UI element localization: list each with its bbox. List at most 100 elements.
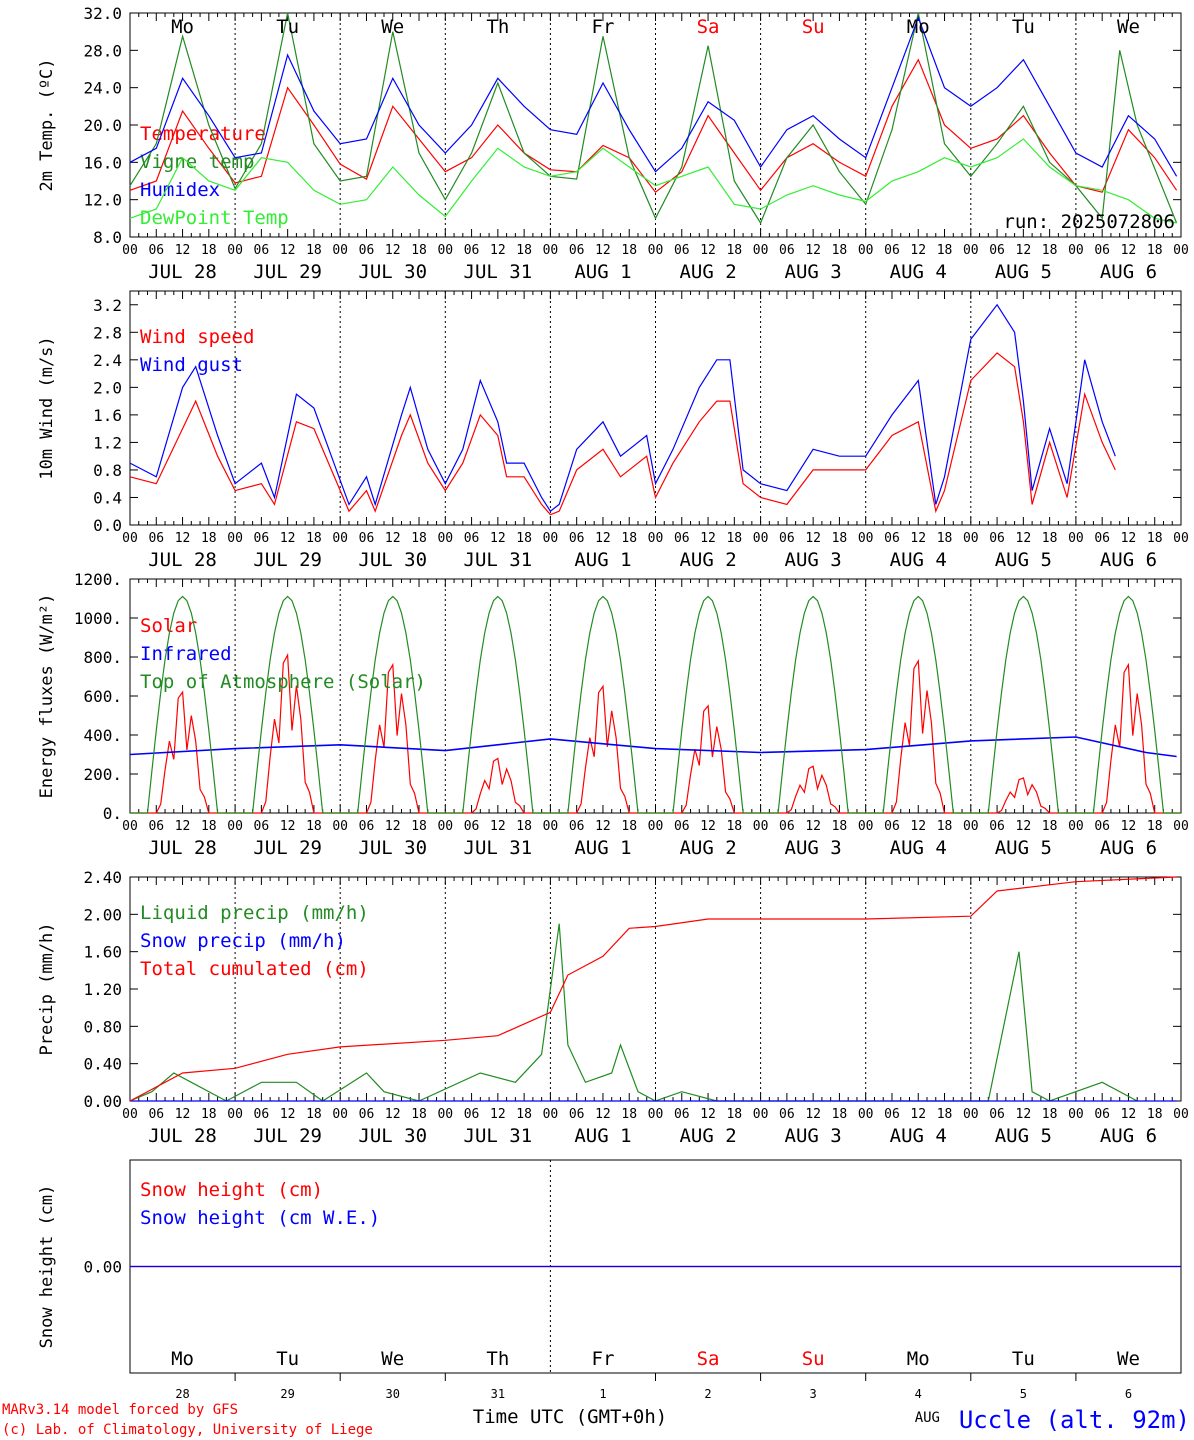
hour-tick-label: 18 <box>621 243 637 258</box>
date-tick-label: AUG 6 <box>1100 837 1157 859</box>
y-tick-label: 2.0 <box>93 378 122 397</box>
hour-tick-label: 06 <box>254 243 270 258</box>
hour-tick-label: 12 <box>595 243 611 258</box>
day-number-label: 31 <box>491 1387 505 1401</box>
hour-tick-label: 00 <box>122 819 138 834</box>
hour-tick-label: 00 <box>648 531 664 546</box>
date-tick-label: JUL 31 <box>464 1125 533 1147</box>
date-tick-label: AUG 3 <box>785 837 842 859</box>
run-annotation: run: 2025072806 <box>1003 211 1175 233</box>
hour-tick-label: 00 <box>543 243 559 258</box>
y-tick-label: 32.0 <box>83 4 122 23</box>
hour-tick-label: 00 <box>753 1107 769 1122</box>
hour-tick-label: 18 <box>726 819 742 834</box>
hour-tick-label: 12 <box>805 243 821 258</box>
weekday-label: We <box>1117 1348 1140 1370</box>
hour-tick-label: 00 <box>648 819 664 834</box>
hour-tick-label: 06 <box>1094 531 1110 546</box>
date-tick-label: JUL 30 <box>358 1125 427 1147</box>
date-tick-label: AUG 1 <box>574 549 631 571</box>
date-tick-label: AUG 2 <box>679 261 736 283</box>
day-number-label: 29 <box>280 1387 294 1401</box>
hour-tick-label: 12 <box>805 531 821 546</box>
hour-tick-label: 12 <box>805 1107 821 1122</box>
y-tick-label: 1.60 <box>83 943 122 962</box>
y-tick-label: 16.0 <box>83 153 122 172</box>
weekday-label: Tu <box>276 1348 299 1370</box>
hour-tick-label: 00 <box>963 819 979 834</box>
y-tick-label: 2.00 <box>83 905 122 924</box>
hour-tick-label: 00 <box>963 1107 979 1122</box>
hour-tick-label: 18 <box>306 1107 322 1122</box>
weekday-label: Su <box>802 16 825 38</box>
day-number-label: 1 <box>599 1387 606 1401</box>
hour-tick-label: 06 <box>779 819 795 834</box>
hour-tick-label: 06 <box>148 531 164 546</box>
hour-tick-label: 12 <box>700 243 716 258</box>
date-tick-label: JUL 31 <box>464 837 533 859</box>
legend-entry: Humidex <box>140 179 220 201</box>
y-tick-label: 1.20 <box>83 980 122 999</box>
y-tick-label: 28.0 <box>83 41 122 60</box>
legend-entry: Top of Atmosphere (Solar) <box>140 671 426 693</box>
hour-tick-label: 00 <box>437 531 453 546</box>
weekday-label: Sa <box>697 1348 720 1370</box>
y-axis-label: Snow height (cm) <box>37 1185 57 1349</box>
hour-tick-label: 00 <box>437 819 453 834</box>
hour-tick-label: 12 <box>595 531 611 546</box>
series-line <box>129 58 1178 194</box>
date-tick-label: JUL 28 <box>148 261 217 283</box>
hour-tick-label: 06 <box>254 819 270 834</box>
day-number-label: 3 <box>810 1387 817 1401</box>
hour-tick-label: 06 <box>989 531 1005 546</box>
hour-tick-label: 00 <box>753 243 769 258</box>
hour-tick-label: 12 <box>595 819 611 834</box>
y-axis-label: Energy fluxes (W/m²) <box>37 594 57 799</box>
hour-tick-label: 18 <box>516 243 532 258</box>
hour-tick-label: 06 <box>569 819 585 834</box>
hour-tick-label: 06 <box>674 243 690 258</box>
date-tick-label: AUG 2 <box>679 837 736 859</box>
hour-tick-label: 06 <box>989 1107 1005 1122</box>
hour-tick-label: 06 <box>779 531 795 546</box>
hour-tick-label: 18 <box>411 531 427 546</box>
date-tick-label: JUL 30 <box>358 261 427 283</box>
series-line <box>129 12 1178 225</box>
hour-tick-label: 00 <box>227 531 243 546</box>
day-number-label: 6 <box>1125 1387 1132 1401</box>
hour-tick-label: 06 <box>779 1107 795 1122</box>
hour-tick-label: 12 <box>700 531 716 546</box>
legend-entry: Snow height (cm) <box>140 1179 323 1201</box>
hour-tick-label: 00 <box>648 243 664 258</box>
weekday-label: Tu <box>276 16 299 38</box>
y-tick-label: 24.0 <box>83 79 122 98</box>
date-tick-label: AUG 6 <box>1100 549 1157 571</box>
hour-tick-label: 00 <box>122 531 138 546</box>
hour-tick-label: 18 <box>621 531 637 546</box>
hour-tick-label: 06 <box>148 243 164 258</box>
hour-tick-label: 12 <box>280 1107 296 1122</box>
hour-tick-label: 00 <box>543 531 559 546</box>
hour-tick-label: 00 <box>1173 243 1189 258</box>
y-tick-label: 8.0 <box>93 228 122 247</box>
series-line <box>129 736 1177 758</box>
hour-tick-label: 00 <box>753 819 769 834</box>
hour-tick-label: 00 <box>648 1107 664 1122</box>
hour-tick-label: 18 <box>306 531 322 546</box>
hour-tick-label: 18 <box>937 1107 953 1122</box>
date-tick-label: AUG 4 <box>890 1125 947 1147</box>
hour-tick-label: 06 <box>569 531 585 546</box>
hour-tick-label: 00 <box>227 819 243 834</box>
hour-tick-label: 00 <box>227 243 243 258</box>
series-line <box>129 303 1116 513</box>
hour-tick-label: 18 <box>411 243 427 258</box>
day-number-label: 2 <box>704 1387 711 1401</box>
y-tick-label: 0. <box>103 804 122 823</box>
date-tick-label: AUG 1 <box>574 261 631 283</box>
hour-tick-label: 06 <box>359 1107 375 1122</box>
hour-tick-label: 00 <box>332 819 348 834</box>
hour-tick-label: 12 <box>700 819 716 834</box>
hour-tick-label: 06 <box>569 243 585 258</box>
x-axis-label: Time UTC (GMT+0h) <box>473 1406 667 1428</box>
hour-tick-label: 12 <box>910 819 926 834</box>
